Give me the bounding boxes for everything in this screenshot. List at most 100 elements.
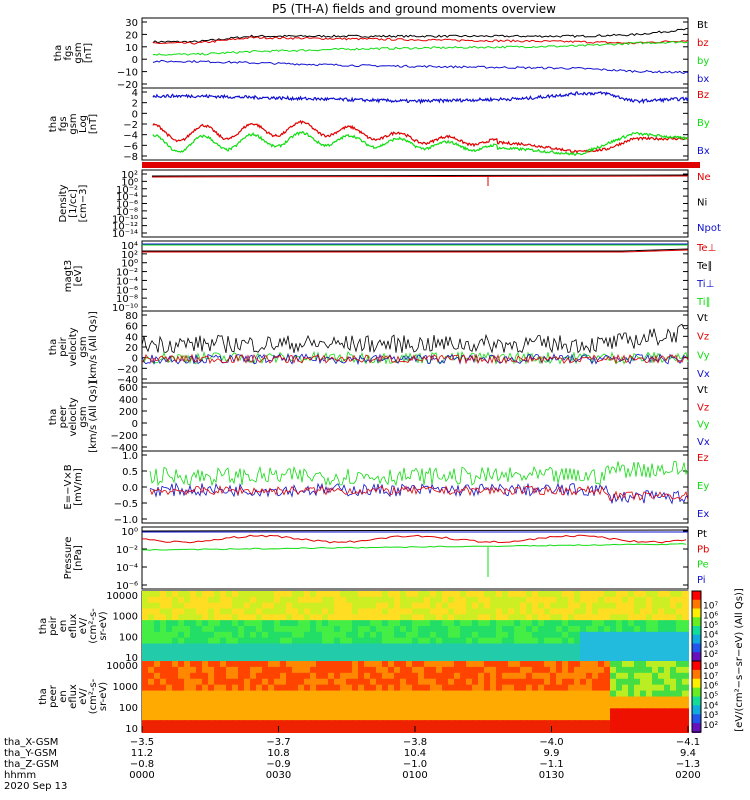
spec-cell (340, 666, 347, 674)
spec-cell (352, 643, 359, 651)
spec-cell (472, 649, 479, 657)
spec-cell (178, 643, 185, 651)
spec-cell (412, 608, 419, 616)
spec-cell (580, 696, 587, 704)
spec-cell (400, 678, 407, 686)
spec-cell (292, 696, 299, 704)
spec-cell (508, 620, 515, 627)
spec-cell (568, 684, 575, 692)
spec-cell (262, 596, 269, 604)
y-tick-label: 10⁻¹⁴ (112, 229, 138, 240)
spec-cell (628, 626, 635, 633)
spec-cell (544, 602, 551, 610)
spec-cell (358, 649, 365, 657)
spec-cell (640, 708, 647, 716)
spec-cell (322, 720, 329, 728)
spec-cell (472, 602, 479, 610)
spec-cell (286, 666, 293, 674)
spec-cell (292, 720, 299, 728)
spec-cell (532, 637, 539, 645)
spec-cell (610, 672, 617, 680)
spec-cell (442, 620, 449, 627)
spec-cell (568, 608, 575, 616)
spec-cell (262, 614, 269, 622)
spec-cell (466, 591, 473, 598)
spec-cell (448, 614, 455, 622)
spec-cell (634, 726, 641, 733)
spec-cell (148, 637, 155, 645)
spec-cell (388, 596, 395, 604)
spec-cell (166, 608, 173, 616)
spec-cell (652, 643, 659, 651)
spec-cell (670, 720, 677, 728)
spec-cell (598, 708, 605, 716)
spec-cell (190, 614, 197, 622)
x-date-label: 2020 Sep 13 (4, 781, 67, 792)
spec-cell (430, 714, 437, 722)
spec-cell (550, 726, 557, 733)
spec-cell (562, 643, 569, 651)
spec-cell (490, 666, 497, 674)
y-tick-label: 100 (119, 632, 138, 643)
spec-cell (160, 720, 167, 728)
spec-cell (634, 678, 641, 686)
spec-cell (562, 591, 569, 598)
spec-cell (310, 708, 317, 716)
spec-cell (490, 596, 497, 604)
spec-cell (322, 637, 329, 645)
spec-cell (592, 620, 599, 627)
y-tick-label: 10⁻⁶ (116, 200, 138, 211)
spec-cell (382, 708, 389, 716)
spec-cell (166, 620, 173, 627)
spec-cell (520, 666, 527, 674)
spec-cell (370, 620, 377, 627)
spec-cell (430, 591, 437, 598)
spec-cell (520, 726, 527, 733)
spec-cell (472, 690, 479, 698)
x-tick-label: 9.9 (544, 748, 560, 759)
spec-cell (454, 684, 461, 692)
spec-cell (166, 591, 173, 598)
spec-cell (274, 684, 281, 692)
spec-cell (208, 714, 215, 722)
spec-cell (148, 672, 155, 680)
spec-cell (658, 720, 665, 728)
spec-cell (184, 591, 191, 598)
spec-cell (196, 631, 203, 639)
spec-cell (406, 596, 413, 604)
spec-cell (202, 620, 209, 627)
spec-cell (424, 620, 431, 627)
spec-cell (334, 672, 341, 680)
spec-cell (322, 726, 329, 733)
spec-cell (670, 666, 677, 674)
spec-cell (460, 614, 467, 622)
spec-cell (460, 591, 467, 598)
spec-cell (346, 690, 353, 698)
spec-cell (580, 591, 587, 598)
spec-cell (316, 626, 323, 633)
spec-cell (544, 684, 551, 692)
spec-cell (286, 626, 293, 633)
spec-cell (490, 672, 497, 680)
spec-cell (142, 637, 149, 645)
spec-cell (142, 631, 149, 639)
spec-cell (460, 655, 467, 662)
spec-cell (658, 626, 665, 633)
spec-cell (268, 684, 275, 692)
spec-cell (628, 684, 635, 692)
spec-cell (160, 614, 167, 622)
spec-cell (400, 666, 407, 674)
y-tick-label: −6 (123, 141, 138, 152)
spec-cell (364, 714, 371, 722)
spec-cell (460, 631, 467, 639)
spec-cell (478, 714, 485, 722)
spec-cell (610, 696, 617, 704)
spec-cell (208, 637, 215, 645)
spec-cell (274, 690, 281, 698)
spec-cell (514, 596, 521, 604)
spec-cell (460, 596, 467, 604)
spec-cell (412, 720, 419, 728)
spec-cell (442, 591, 449, 598)
